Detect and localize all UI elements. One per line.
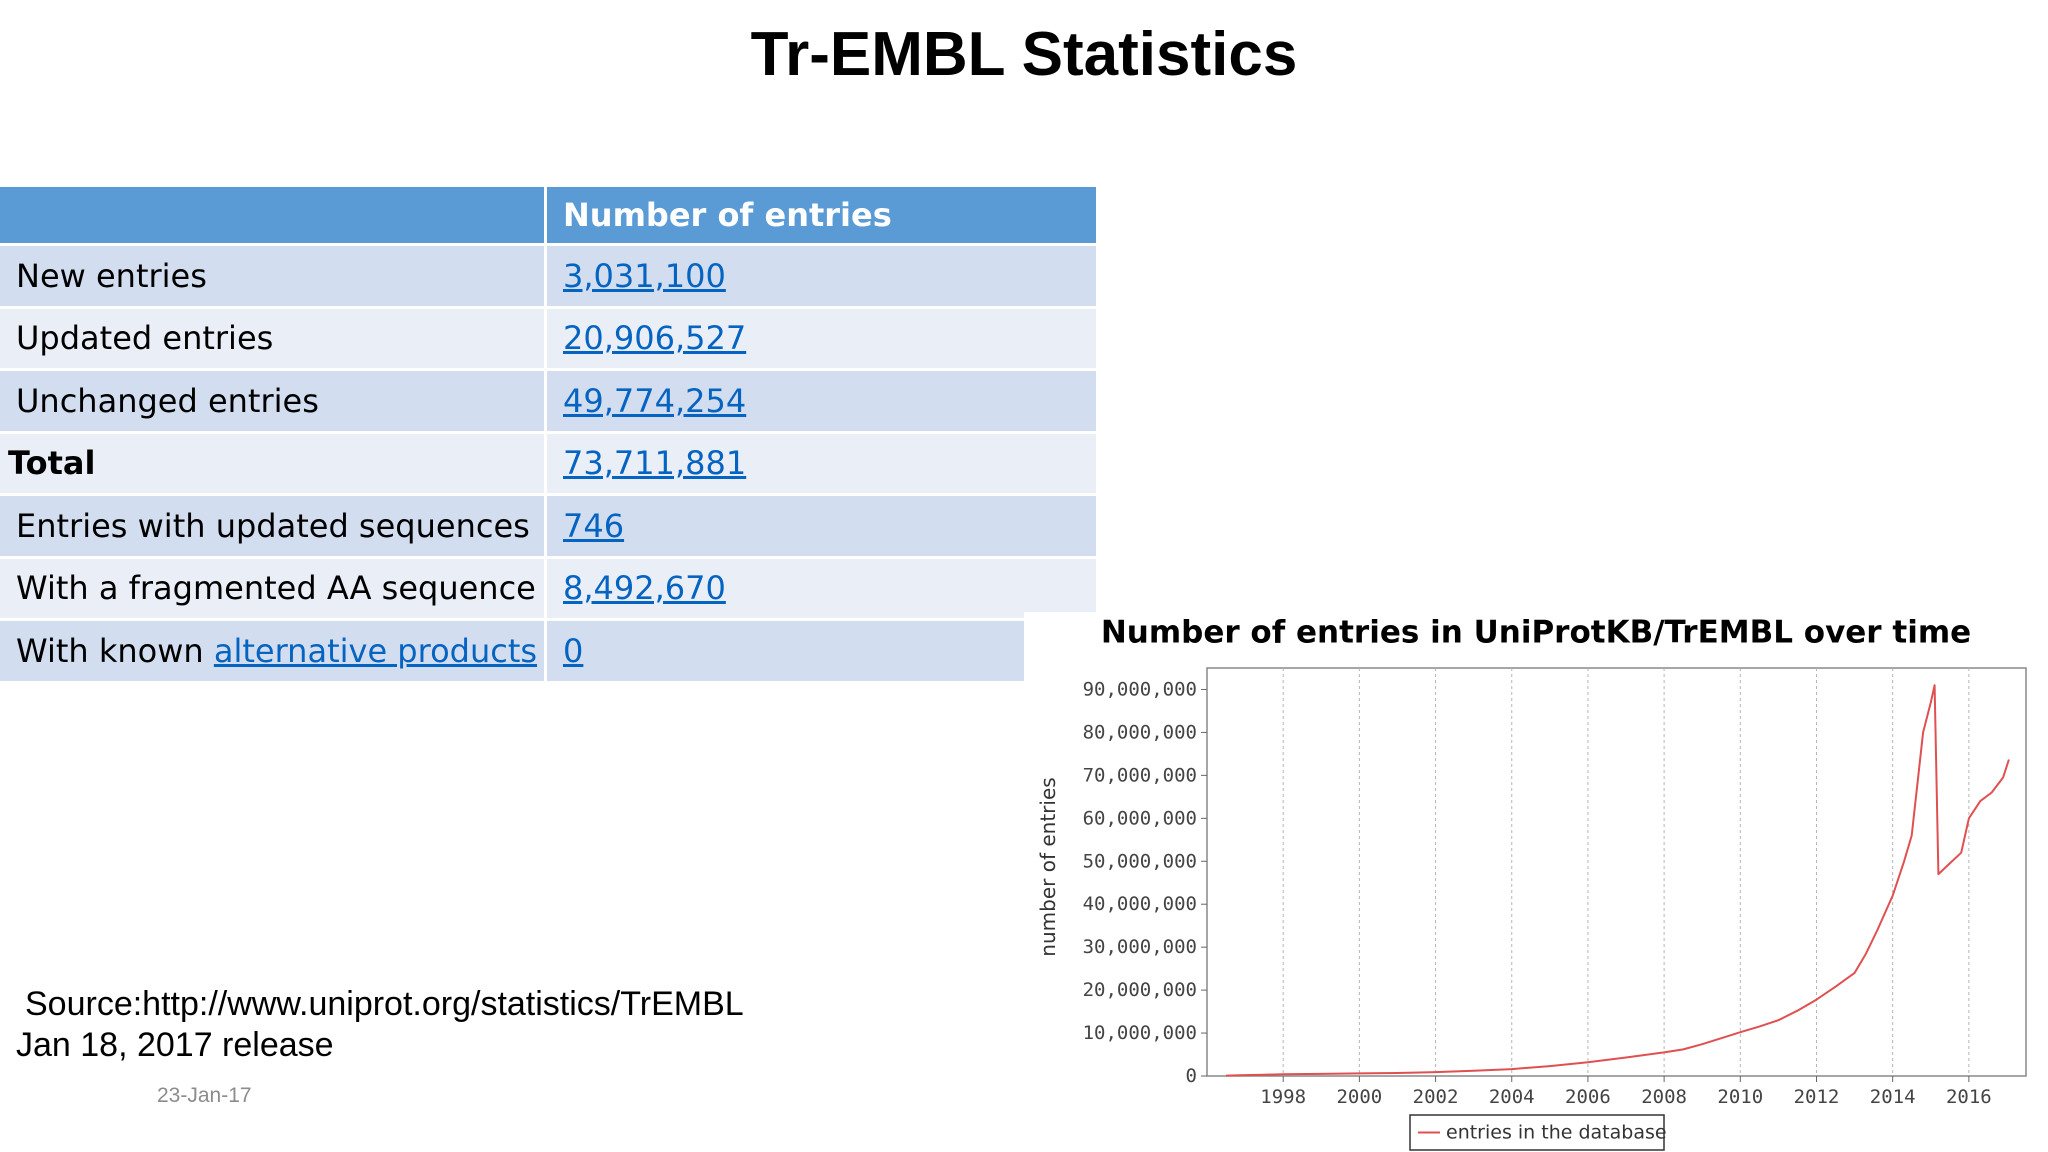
grid-lines <box>1282 668 1970 1076</box>
series-line-entries <box>1225 684 2010 1077</box>
row-label-updated-sequences: Entries with updated sequences <box>0 496 547 559</box>
row-label-updated-entries: Updated entries <box>0 308 547 371</box>
x-tick-label: 2000 <box>1336 1086 1382 1108</box>
unchanged-entries-link[interactable]: 49,774,254 <box>563 381 747 420</box>
updated-sequences-link[interactable]: 746 <box>563 506 625 545</box>
legend-box <box>1409 1114 1665 1151</box>
fragmented-sequence-link[interactable]: 8,492,670 <box>563 569 726 608</box>
row-value-cell: 49,774,254 <box>547 371 1096 434</box>
alternative-products-link[interactable]: alternative products <box>213 631 538 670</box>
table-row: Entries with updated sequences 746 <box>0 496 1096 559</box>
entries-over-time-chart: Number of entries in UniProtKB/TrEMBL ov… <box>1036 615 2027 1151</box>
row-value-cell: 746 <box>547 496 1096 559</box>
table-header-number-of-entries: Number of entries <box>547 187 1096 246</box>
y-axis-ticks: 0 10,000,000 20,000,000 30,000,000 40,000,00… <box>1083 678 1207 1087</box>
x-tick-label: 2002 <box>1413 1086 1459 1108</box>
total-link[interactable]: 73,711,881 <box>563 444 747 483</box>
series-group <box>1225 684 2010 1077</box>
row-value-cell: 20,906,527 <box>547 308 1096 371</box>
table-row: Total 73,711,881 <box>0 433 1096 496</box>
y-tick-label: 90,000,000 <box>1083 678 1197 700</box>
row-label-new-entries: New entries <box>0 246 547 309</box>
chart-title: Number of entries in UniProtKB/TrEMBL ov… <box>1101 615 1971 651</box>
x-tick-label: 2010 <box>1717 1086 1763 1108</box>
row-label-fragmented-sequence: With a fragmented AA sequence <box>0 558 547 621</box>
slide-title: Tr-EMBL Statistics <box>750 20 1298 89</box>
y-tick-label: 60,000,000 <box>1083 807 1197 829</box>
row-value-cell: 0 <box>547 621 1096 684</box>
y-tick-label: 40,000,000 <box>1083 893 1197 915</box>
table-header-empty <box>0 187 547 246</box>
table-header-row: Number of entries <box>0 187 1096 246</box>
y-tick-label: 50,000,000 <box>1083 850 1197 872</box>
x-tick-label: 2006 <box>1565 1086 1611 1108</box>
x-tick-label: 2014 <box>1870 1086 1916 1108</box>
legend-label: entries in the database <box>1446 1122 1667 1144</box>
x-tick-label: 2008 <box>1641 1086 1687 1108</box>
plot-frame <box>1206 667 2027 1077</box>
updated-entries-link[interactable]: 20,906,527 <box>563 319 747 358</box>
table-row: Updated entries 20,906,527 <box>0 308 1096 371</box>
x-tick-label: 2016 <box>1946 1086 1992 1108</box>
slide-date: 23-Jan-17 <box>157 1084 252 1107</box>
x-tick-label: 2004 <box>1489 1086 1535 1108</box>
source-citation: Source:http://www.uniprot.org/statistics… <box>16 984 744 1066</box>
y-tick-label: 10,000,000 <box>1083 1022 1197 1044</box>
row-value-cell: 3,031,100 <box>547 246 1096 309</box>
y-tick-label: 70,000,000 <box>1083 764 1197 786</box>
table-row: New entries 3,031,100 <box>0 246 1096 309</box>
statistics-table: Number of entries New entries 3,031,100 … <box>0 187 1096 684</box>
y-tick-label: 20,000,000 <box>1083 979 1197 1001</box>
x-tick-label: 2012 <box>1794 1086 1840 1108</box>
alternative-products-count-link[interactable]: 0 <box>563 631 584 670</box>
table-row: Unchanged entries 49,774,254 <box>0 371 1096 434</box>
plot-area <box>1206 667 2027 1077</box>
row-value-cell: 8,492,670 <box>547 558 1096 621</box>
row-label-total: Total <box>0 433 547 496</box>
row-label-alternative-products: With known alternative products <box>0 621 547 684</box>
x-axis-ticks: 1998 2000 2002 2004 2006 2008 2010 2012 2014 2016 <box>1260 1076 1992 1108</box>
y-tick-label: 80,000,000 <box>1083 721 1197 743</box>
row-label-unchanged-entries: Unchanged entries <box>0 371 547 434</box>
x-tick-label: 1998 <box>1260 1086 1306 1108</box>
y-axis-label: number of entries <box>1036 777 1060 956</box>
source-url-text: Source:http://www.uniprot.org/statistics… <box>25 985 744 1023</box>
y-tick-label: 30,000,000 <box>1083 936 1197 958</box>
row-value-cell: 73,711,881 <box>547 433 1096 496</box>
y-tick-label: 0 <box>1186 1065 1197 1087</box>
table-row: With known alternative products 0 <box>0 621 1096 684</box>
table-row: With a fragmented AA sequence 8,492,670 <box>0 558 1096 621</box>
chart-legend: entries in the database <box>1409 1114 1667 1151</box>
release-date-text: Jan 18, 2017 release <box>16 1026 334 1064</box>
row-label-prefix: With known <box>16 631 214 670</box>
new-entries-link[interactable]: 3,031,100 <box>563 256 726 295</box>
